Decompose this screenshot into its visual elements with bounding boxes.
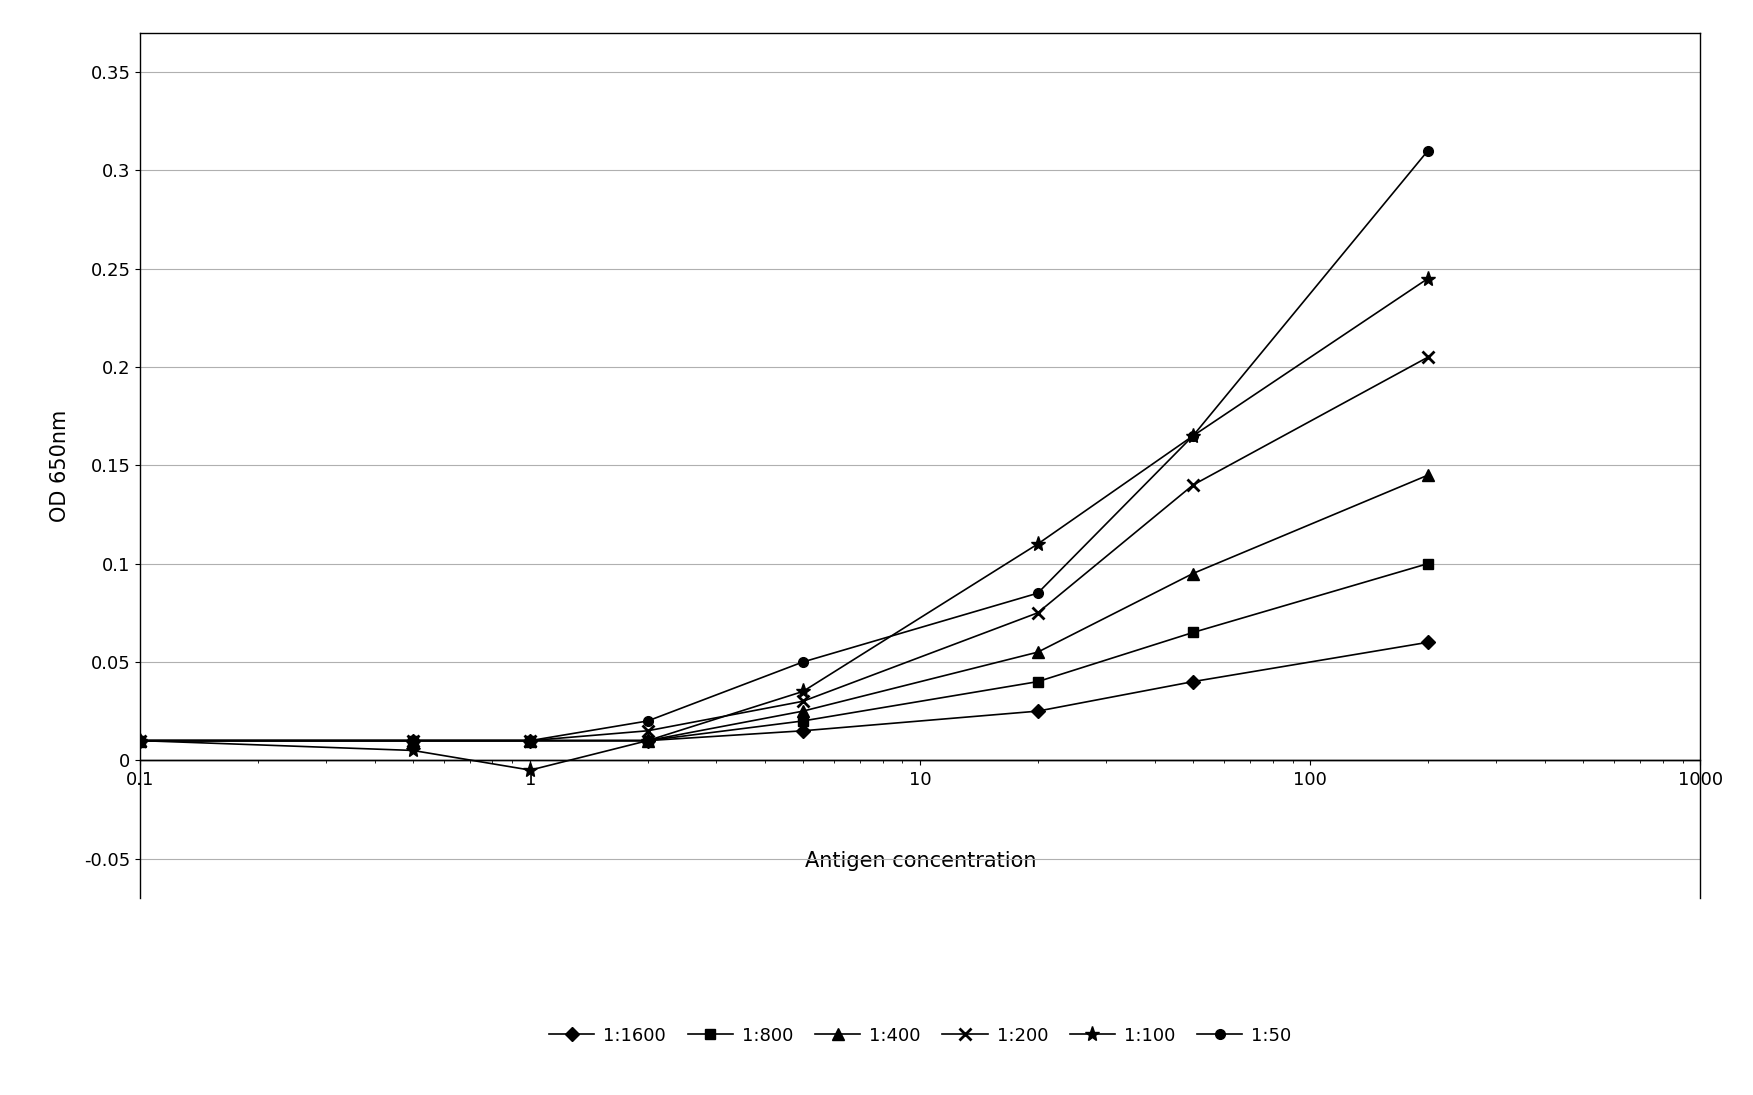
1:200: [792, 694, 813, 707]
1:400: [130, 734, 151, 747]
1:100: [1183, 429, 1204, 442]
1:50: [1416, 145, 1437, 158]
Line: 1:200: 1:200: [133, 351, 1434, 747]
1:1600: [1027, 704, 1048, 717]
Line: 1:1600: 1:1600: [135, 637, 1432, 746]
1:800: [1183, 626, 1204, 639]
1:200: [519, 734, 540, 747]
1:200: [130, 734, 151, 747]
1:400: [1183, 567, 1204, 580]
Y-axis label: OD 650nm: OD 650nm: [51, 410, 70, 521]
X-axis label: Antigen concentration: Antigen concentration: [805, 851, 1036, 872]
1:200: [1183, 479, 1204, 492]
1:1600: [403, 734, 424, 747]
1:50: [519, 734, 540, 747]
1:100: [792, 684, 813, 698]
1:400: [1416, 469, 1437, 482]
1:400: [792, 704, 813, 717]
1:800: [403, 734, 424, 747]
1:800: [1416, 557, 1437, 570]
1:50: [792, 656, 813, 669]
1:100: [1027, 538, 1048, 551]
1:800: [1027, 675, 1048, 689]
1:50: [130, 734, 151, 747]
1:1600: [636, 734, 657, 747]
1:800: [636, 734, 657, 747]
Line: 1:400: 1:400: [135, 470, 1434, 746]
Line: 1:50: 1:50: [135, 146, 1432, 746]
1:400: [1027, 646, 1048, 659]
1:100: [403, 744, 424, 757]
1:50: [636, 714, 657, 727]
Legend: 1:1600, 1:800, 1:400, 1:200, 1:100, 1:50: 1:1600, 1:800, 1:400, 1:200, 1:100, 1:50: [542, 1019, 1299, 1052]
1:200: [403, 734, 424, 747]
1:100: [519, 763, 540, 776]
1:400: [519, 734, 540, 747]
1:200: [1027, 607, 1048, 620]
1:1600: [130, 734, 151, 747]
1:100: [130, 734, 151, 747]
Line: 1:100: 1:100: [133, 270, 1436, 777]
1:50: [1183, 429, 1204, 442]
1:1600: [1183, 675, 1204, 689]
1:200: [636, 724, 657, 737]
1:200: [1416, 350, 1437, 364]
1:50: [403, 734, 424, 747]
1:1600: [519, 734, 540, 747]
1:800: [792, 714, 813, 727]
Line: 1:800: 1:800: [135, 558, 1432, 746]
1:1600: [792, 724, 813, 737]
1:800: [130, 734, 151, 747]
1:800: [519, 734, 540, 747]
1:100: [1416, 272, 1437, 285]
1:400: [636, 734, 657, 747]
1:1600: [1416, 636, 1437, 649]
1:400: [403, 734, 424, 747]
1:100: [636, 734, 657, 747]
1:50: [1027, 587, 1048, 600]
